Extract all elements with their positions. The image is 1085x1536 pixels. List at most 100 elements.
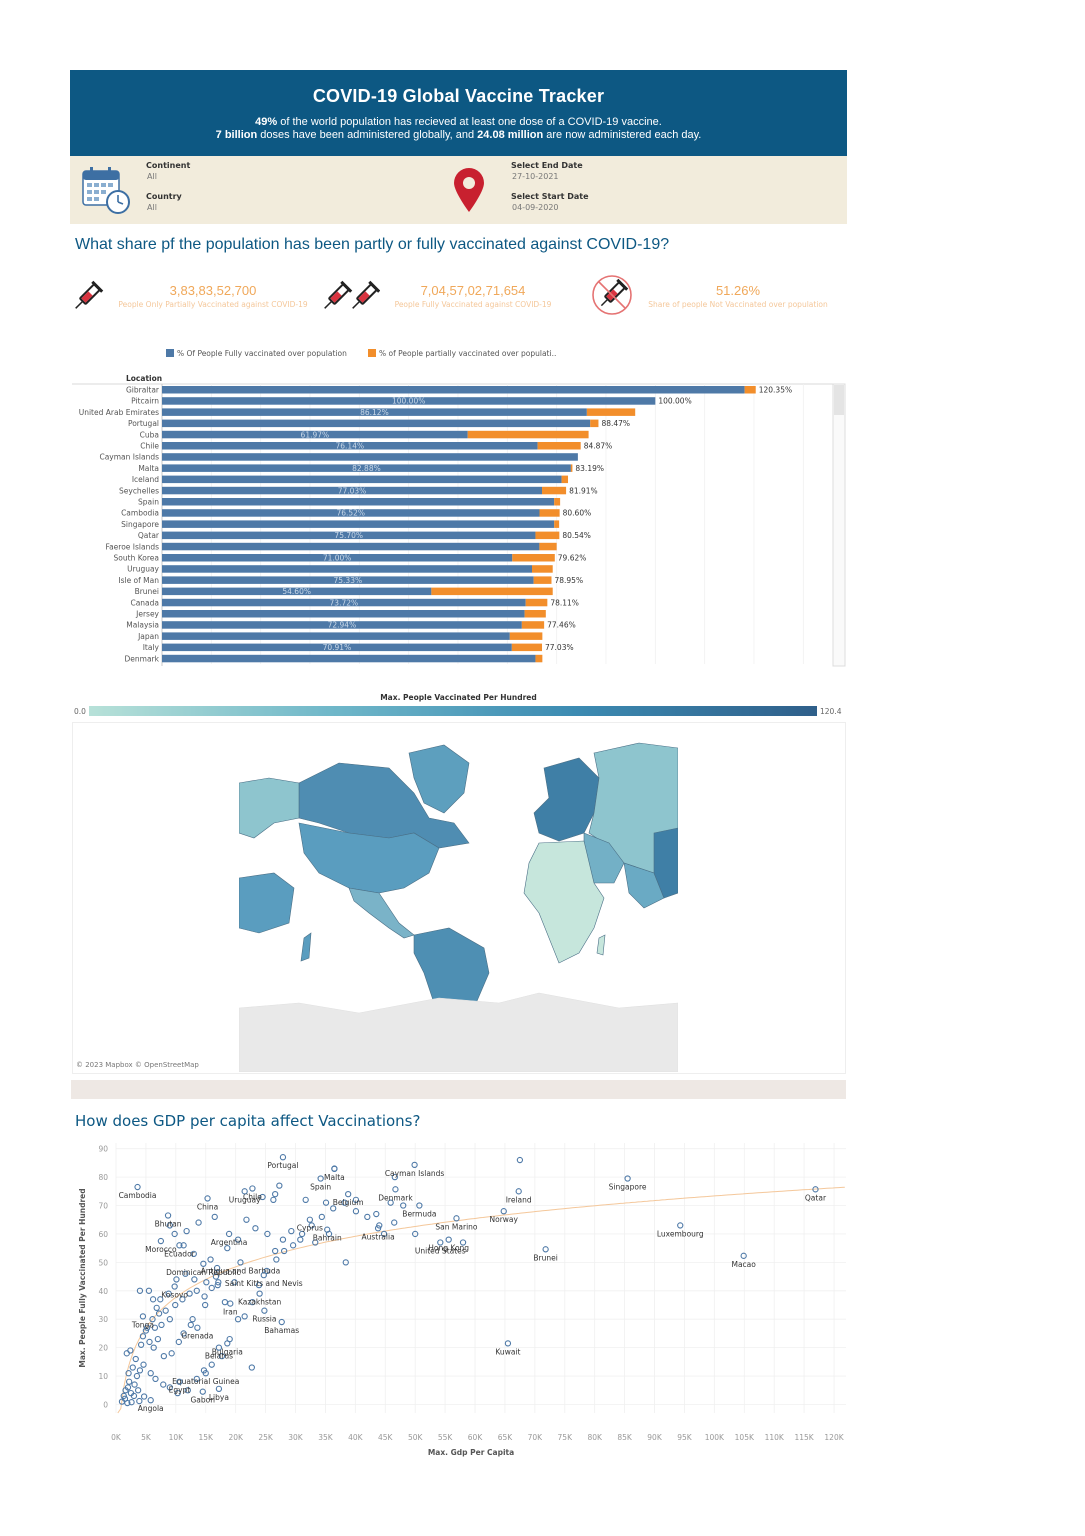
- scatter-point: [260, 1272, 267, 1279]
- scatter-point: [160, 1353, 168, 1360]
- scatter-point-label: Ecuador: [164, 1249, 196, 1258]
- bar-inner-label: 61.97%: [301, 430, 330, 439]
- scatter-point: [184, 1387, 191, 1394]
- x-tick-label: 95K: [677, 1433, 693, 1442]
- legend-label-fully: % Of People Fully vaccinated over popula…: [177, 349, 347, 358]
- scatter-point: [139, 1313, 147, 1320]
- scatter-point: [391, 1219, 398, 1226]
- bar-inner-label: 72.94%: [328, 621, 357, 630]
- scatter-point-label: Macao: [731, 1260, 756, 1269]
- world-choropleth-map[interactable]: [239, 723, 678, 1072]
- bar-inner-label: 70.91%: [323, 643, 352, 652]
- scatter-point: [400, 1202, 407, 1209]
- scatter-point: [308, 1222, 315, 1229]
- scatter-point: [504, 1340, 512, 1347]
- scatter-point: [374, 1225, 382, 1232]
- bar-partially: [511, 643, 543, 652]
- x-tick-label: 0K: [111, 1433, 122, 1442]
- dashboard-title: COVID-19 Global Vaccine Tracker: [312, 86, 605, 106]
- start-date-filter[interactable]: 04-09-2020: [512, 203, 559, 212]
- map-region-usa: [298, 822, 440, 894]
- kpi-partially-vaccinated-value: 3,83,83,52,700: [169, 283, 257, 298]
- bar-total-label: 120.35%: [759, 386, 792, 395]
- scatter-point-label: Chile: [243, 1192, 262, 1201]
- map-region-canada: [298, 762, 470, 849]
- scatter-point: [364, 1213, 371, 1221]
- scatter-point: [180, 1242, 187, 1249]
- scatter-point: [272, 1247, 279, 1255]
- continent-filter[interactable]: All: [147, 172, 157, 181]
- map-region-east-asia: [653, 827, 678, 899]
- scatter-point: [147, 1397, 154, 1404]
- country-filter[interactable]: All: [147, 203, 157, 212]
- bar-fully: [162, 386, 745, 394]
- scatter-point: [165, 1290, 172, 1297]
- map-region-alaska: [239, 777, 300, 839]
- bar-partially: [554, 498, 561, 506]
- scatter-point: [190, 1250, 197, 1257]
- bar-fully: [162, 486, 543, 495]
- scatter-point-label: Kazakhstan: [238, 1298, 281, 1307]
- y-tick-label: 0: [103, 1400, 108, 1409]
- bar-inner-label: 82.88%: [352, 464, 381, 473]
- end-date-filter[interactable]: 27-10-2021: [512, 172, 559, 181]
- x-tick-label: 85K: [617, 1433, 633, 1442]
- scatter-point-label: Morocco: [145, 1245, 177, 1254]
- scatter-point-label: Libya: [209, 1393, 229, 1402]
- scatter-point: [130, 1392, 138, 1400]
- bar-partially: [554, 520, 560, 528]
- bar-category-label: Portugal: [128, 419, 159, 428]
- section-question-gdp: How does GDP per capita affect Vaccinati…: [75, 1112, 421, 1130]
- scatter-point-label: Bahrain: [313, 1234, 342, 1243]
- scatter-point-label: Belgium: [333, 1198, 364, 1207]
- scatter-point: [175, 1338, 182, 1346]
- map-region-africa: [523, 840, 605, 964]
- scatter-point: [136, 1367, 144, 1374]
- scatter-point: [195, 1219, 202, 1226]
- bar-category-label: Cayman Islands: [99, 453, 159, 462]
- scatter-point: [208, 1361, 215, 1368]
- map-region-central-america: [348, 887, 415, 939]
- scatter-point: [373, 1210, 380, 1218]
- bar-category-label: Isle of Man: [118, 576, 159, 585]
- scatter-point: [150, 1344, 157, 1351]
- scatter-point: [312, 1239, 319, 1246]
- header-line-1: 49% of the world population has recieved…: [70, 116, 847, 129]
- bar-total-label: 77.46%: [547, 621, 576, 630]
- map-color-legend: [89, 706, 817, 716]
- bar-partially: [586, 408, 636, 416]
- scatter-point: [189, 1316, 196, 1323]
- y-axis-title: Location: [126, 374, 162, 383]
- bar-inner-label: 75.33%: [334, 576, 363, 585]
- map-region-new-zealand: [300, 932, 312, 962]
- scatter-point: [542, 1246, 549, 1253]
- world-share-value: 49%: [255, 116, 278, 128]
- scatter-point: [279, 1154, 287, 1161]
- dashboard-header: COVID-19 Global Vaccine Tracker 49% of t…: [70, 70, 847, 156]
- scatter-point: [459, 1239, 467, 1246]
- bar-fully: [162, 542, 540, 551]
- bar-inner-label: 54.60%: [282, 587, 311, 596]
- scatter-point-label: Norway: [490, 1215, 519, 1224]
- scatter-point-label: Ireland: [506, 1195, 532, 1204]
- x-tick-label: 45K: [378, 1433, 394, 1442]
- bar-partially: [539, 542, 557, 551]
- bar-category-label: United Arab Emirates: [79, 408, 159, 417]
- bar-inner-label: 86.12%: [360, 408, 389, 417]
- scatter-point: [200, 1260, 207, 1267]
- x-tick-label: 90K: [647, 1433, 663, 1442]
- scatter-point: [261, 1307, 268, 1314]
- bar-fully: [162, 419, 591, 428]
- scatter-point-label: Argentina: [211, 1238, 248, 1247]
- scatter-point: [140, 1361, 147, 1368]
- bar-category-label: Spain: [138, 498, 159, 507]
- scatter-point: [227, 1300, 234, 1307]
- scatter-point: [279, 1236, 287, 1243]
- scatter-point: [120, 1392, 127, 1400]
- scatter-point: [149, 1316, 156, 1323]
- y-axis-title: Max. People Fully Vaccinated Per Hundred: [78, 1188, 87, 1367]
- scatter-point-label: Equatorial Guinea: [172, 1377, 239, 1386]
- x-tick-label: 55K: [438, 1433, 454, 1442]
- scatter-point: [215, 1344, 223, 1351]
- scatter-point: [125, 1370, 132, 1377]
